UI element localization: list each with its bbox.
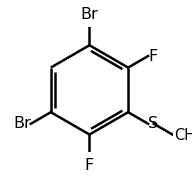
Text: F: F — [148, 49, 157, 64]
Text: Br: Br — [13, 116, 31, 131]
Text: CH₃: CH₃ — [175, 128, 192, 143]
Text: Br: Br — [81, 7, 98, 22]
Text: F: F — [85, 158, 94, 173]
Text: S: S — [148, 116, 158, 131]
